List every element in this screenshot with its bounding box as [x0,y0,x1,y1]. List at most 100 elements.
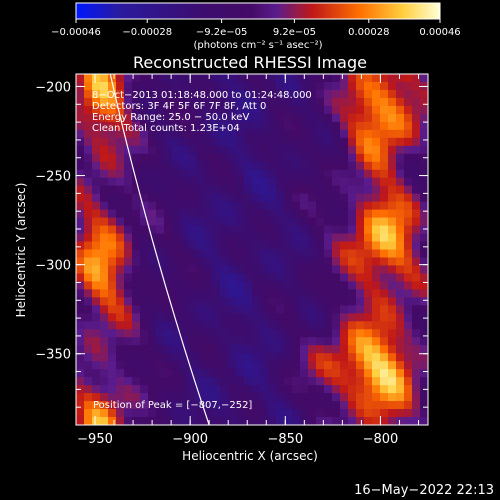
heatmap-cell [324,121,333,131]
heatmap-cell [316,241,325,251]
heatmap-cell [188,385,197,394]
heatmap-cell [300,409,309,418]
heatmap-cell [84,281,93,290]
heatmap-cell [236,129,245,139]
heatmap-cell [148,337,157,346]
annotation-detectors: Detectors: 3F 4F 5F 6F 7F 8F, Att 0 [92,101,266,112]
heatmap-cell [148,97,157,107]
heatmap-cell [316,89,325,99]
heatmap-cell [308,313,317,322]
heatmap-cell [172,74,181,83]
heatmap-cell [412,121,421,131]
heatmap-cell [300,177,309,187]
heatmap-cell [292,265,301,275]
heatmap-cell [308,113,317,123]
heatmap-cell [412,345,421,354]
heatmap-cell [164,393,173,402]
heatmap-cell [196,89,205,99]
heatmap-cell [92,225,101,235]
heatmap-cell [348,249,357,259]
heatmap-cell [140,81,149,91]
heatmap-cell [252,233,261,243]
heatmap-cell [196,401,205,410]
heatmap-cell [116,249,125,259]
heatmap-cell [108,377,117,386]
heatmap-cell [388,265,397,275]
heatmap-cell [204,305,213,314]
heatmap-cell [244,81,253,91]
heatmap-cell [140,345,149,354]
heatmap-cell [284,297,293,306]
heatmap-cell [404,233,413,243]
heatmap-cell [388,225,397,235]
heatmap-cell [204,153,213,163]
heatmap-cell [284,345,293,354]
heatmap-cell [252,305,261,314]
heatmap-cell [220,385,229,394]
heatmap-cell [284,409,293,418]
heatmap-cell [316,177,325,187]
heatmap-cell [180,257,189,267]
heatmap-cell [412,297,421,306]
heatmap-cell [316,225,325,235]
heatmap-cell [108,185,117,195]
heatmap-cell [156,257,165,267]
heatmap-cell [172,257,181,267]
heatmap-cell [124,257,133,267]
heatmap-cell [108,169,117,179]
heatmap-cell [100,401,109,410]
heatmap-cell [308,209,317,219]
heatmap-cell [372,417,381,425]
heatmap-cell [372,241,381,251]
heatmap-cell [404,249,413,259]
heatmap-cell [252,169,261,179]
heatmap-cell [84,177,93,187]
heatmap-cell [172,97,181,107]
heatmap-cell [340,353,349,362]
heatmap-cell [204,321,213,330]
heatmap-cell [260,137,269,147]
heatmap-cell [244,225,253,235]
heatmap-cell [404,377,413,386]
heatmap-cell [284,313,293,322]
heatmap-cell [124,385,133,394]
heatmap-cell [372,177,381,187]
heatmap-cell [308,273,317,283]
heatmap-cell [316,329,325,338]
heatmap-cell [276,297,285,306]
colorbar-ticks: −0.00046 −0.00028 −9.2e−05 9.2e−05 0.00028 0.… [51,19,461,38]
heatmap-cell [268,225,277,235]
heatmap-cell [132,233,141,243]
heatmap-cell [348,337,357,346]
heatmap-cell [108,353,117,362]
heatmap-cell [188,121,197,131]
heatmap-cell [172,345,181,354]
heatmap-cell [404,297,413,306]
heatmap-cell [172,337,181,346]
heatmap-cell [92,361,101,370]
heatmap-cell [204,129,213,139]
heatmap-cell [348,329,357,338]
heatmap-cell [100,297,109,306]
heatmap-cell [108,345,117,354]
heatmap-cell [300,249,309,259]
heatmap-cell [84,217,93,227]
heatmap-cell [300,361,309,370]
heatmap-cell [180,217,189,227]
heatmap-cell [84,233,93,243]
heatmap-cell [332,337,341,346]
heatmap-cell [396,241,405,251]
heatmap-cell [220,113,229,123]
heatmap-cell [204,225,213,235]
heatmap-cell [132,313,141,322]
heatmap-cell [268,361,277,370]
heatmap-cell [244,305,253,314]
heatmap-cell [284,257,293,267]
heatmap-cell [356,81,365,91]
heatmap-cell [284,161,293,171]
heatmap-cell [76,337,85,346]
heatmap-cell [324,409,333,418]
heatmap-cell [356,329,365,338]
heatmap-cell [340,369,349,378]
heatmap-cell [132,209,141,219]
